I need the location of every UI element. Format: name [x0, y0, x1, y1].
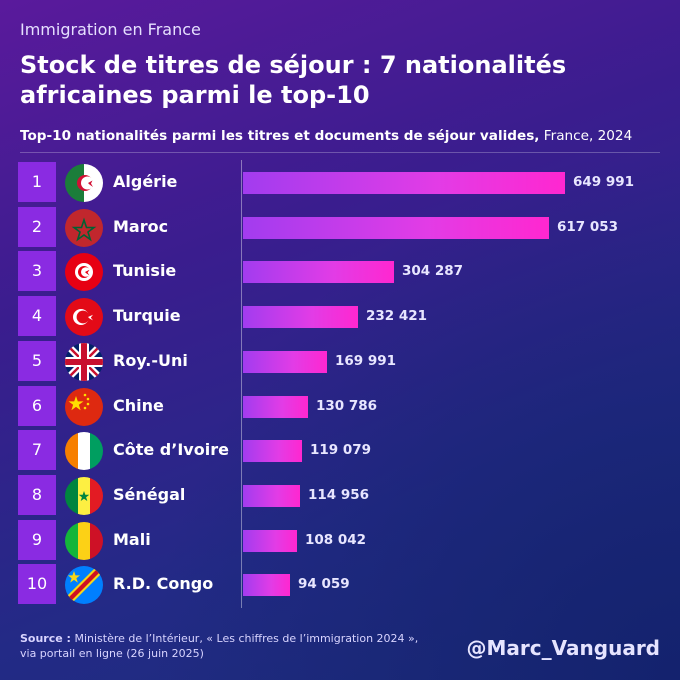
- bar: [243, 172, 565, 194]
- bar: [243, 440, 302, 463]
- value-label: 94 059: [298, 576, 350, 593]
- uk-flag-icon: [65, 342, 103, 381]
- kicker: Immigration en France: [20, 20, 201, 39]
- bar: [243, 484, 300, 507]
- bar-row: 9 Mali 108 042: [0, 519, 680, 560]
- source-text: Ministère de l’Intérieur, « Les chiffres…: [20, 632, 419, 660]
- author-handle: @Marc_Vanguard: [466, 636, 660, 660]
- rank-badge: 8: [18, 474, 56, 515]
- country-label: Chine: [113, 395, 164, 415]
- bar-row: 6 Chine 130 786: [0, 385, 680, 426]
- rank-badge: 9: [18, 519, 56, 560]
- source-note: Source : Ministère de l’Intérieur, « Les…: [20, 631, 430, 661]
- bar: [243, 529, 297, 552]
- morocco-flag-icon: [65, 208, 103, 247]
- country-label: Maroc: [113, 216, 169, 236]
- subtitle-bold: Top-10 nationalités parmi les titres et …: [20, 128, 540, 144]
- value-label: 304 287: [402, 263, 464, 280]
- bar: [243, 261, 394, 284]
- country-label: Algérie: [113, 172, 178, 191]
- country-label: Sénégal: [113, 484, 186, 504]
- bar: [243, 216, 549, 239]
- bar-row: 5 Roy.-Uni 169 991: [0, 340, 680, 381]
- bar: [243, 574, 290, 597]
- bar: [243, 350, 327, 373]
- china-flag-icon: [65, 387, 103, 426]
- country-label: Mali: [113, 529, 151, 549]
- source-label: Source :: [20, 632, 71, 645]
- senegal-flag-icon: [65, 476, 103, 515]
- subtitle-light: France, 2024: [539, 128, 633, 144]
- chart-axis: [241, 160, 242, 608]
- rank-badge: 1: [18, 162, 56, 202]
- chart-subtitle: Top-10 nationalités parmi les titres et …: [20, 128, 632, 144]
- turkey-flag-icon: [65, 298, 103, 337]
- bar-row: 1 Algérie 649 991: [0, 162, 680, 202]
- bar-row: 7 Côte d’Ivoire 119 079: [0, 430, 680, 471]
- country-label: R.D. Congo: [113, 574, 214, 594]
- rank-badge: 10: [18, 564, 56, 605]
- bar-row: 8 Sénégal 114 956: [0, 474, 680, 515]
- bar-row: 4 Turquie 232 421: [0, 296, 680, 337]
- value-label: 108 042: [305, 531, 367, 548]
- rank-badge: 3: [18, 251, 56, 292]
- country-label: Turquie: [113, 306, 181, 326]
- bar-row: 10 R.D. Congo 94 059: [0, 564, 680, 605]
- algeria-flag-icon: [65, 164, 103, 202]
- bar: [243, 306, 358, 329]
- value-label: 617 053: [557, 218, 619, 235]
- rank-badge: 5: [18, 340, 56, 381]
- bar-row: 3 Tunisie 304 287: [0, 251, 680, 292]
- ivory-coast-flag-icon: [65, 432, 103, 471]
- value-label: 114 956: [308, 486, 370, 503]
- rank-badge: 7: [18, 430, 56, 471]
- divider: [20, 152, 660, 153]
- value-label: 130 786: [316, 397, 378, 414]
- country-label: Roy.-Uni: [113, 350, 188, 370]
- value-label: 119 079: [310, 442, 372, 459]
- rank-badge: 2: [18, 206, 56, 247]
- country-label: Côte d’Ivoire: [113, 440, 229, 460]
- tunisia-flag-icon: [65, 253, 103, 292]
- mali-flag-icon: [65, 521, 103, 560]
- rank-badge: 6: [18, 385, 56, 426]
- rank-badge: 4: [18, 296, 56, 337]
- value-label: 169 991: [335, 352, 397, 369]
- bar-row: 2 Maroc 617 053: [0, 206, 680, 247]
- value-label: 232 421: [366, 308, 428, 325]
- value-label: 649 991: [573, 174, 635, 190]
- drc-flag-icon: [65, 566, 103, 605]
- page-title: Stock de titres de séjour : 7 nationalit…: [20, 51, 567, 109]
- bar: [243, 395, 308, 418]
- country-label: Tunisie: [113, 261, 177, 281]
